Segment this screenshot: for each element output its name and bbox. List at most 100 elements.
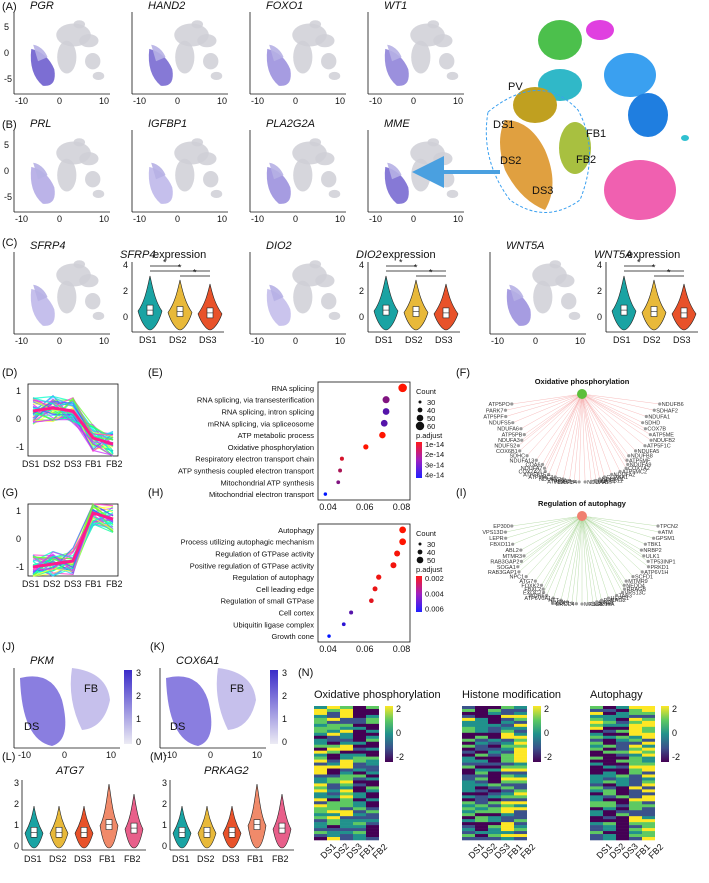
umap-ytick-1: 5 — [4, 140, 9, 150]
feature-title: COX6A1 — [176, 655, 219, 667]
heatmap-cell — [642, 813, 655, 817]
dotH-dot — [372, 586, 378, 592]
heatmap-cell — [514, 798, 527, 802]
trendG-frame — [27, 503, 119, 577]
netF-edge — [581, 393, 586, 482]
heatmap-cell — [366, 747, 379, 751]
heatmap-cell — [353, 795, 366, 799]
netI-gene-node — [656, 524, 660, 528]
heatmap-cell — [314, 738, 327, 743]
violin-xlabel: FB2 — [124, 854, 141, 864]
heatmap-cell — [475, 837, 488, 841]
netF-edge — [545, 393, 583, 472]
violin-c-ds3 — [671, 283, 697, 331]
heatmap-cell — [340, 717, 353, 722]
dotE-term: Oxidative phosphorylation — [228, 443, 314, 452]
umap-foxo1-xtick: 10 — [335, 96, 345, 106]
violin-ytick: 3 — [162, 778, 167, 788]
heatmap-cell — [603, 825, 616, 829]
umap-wt1-xtick: 10 — [453, 96, 463, 106]
heatmap-cell — [642, 783, 655, 787]
heatmap-cell — [366, 753, 379, 757]
heatmap-cell — [366, 837, 379, 841]
heatmap-title: Autophagy — [590, 689, 643, 701]
heatmap-cell — [642, 825, 655, 829]
netF-gene-label: COX7A2L — [518, 470, 543, 476]
heatmap-cell — [590, 717, 603, 722]
netI-gene-label: HERC1 — [610, 596, 629, 602]
heatmap-colorbar — [661, 706, 669, 762]
heatmap-cell — [501, 735, 514, 740]
heatmap-cell — [340, 747, 353, 751]
heatmap-cell — [327, 831, 340, 835]
heatmap-cell — [488, 741, 501, 746]
row-c-violins: SFRP4 -10 0 10 DIO2 -10 0 10 WNT5A -10 0 10 SFRP4 ex… — [13, 240, 698, 346]
heatmap-cell — [366, 771, 379, 775]
umap-c-dio2-xtick: -10 — [251, 336, 264, 346]
violin-c-xlabel: DS2 — [643, 335, 661, 345]
dotE-legend-padj-title: p.adjust — [416, 431, 443, 440]
heatmap-cell — [366, 741, 379, 746]
netF-hub — [577, 389, 587, 399]
overview-label-fb2: FB2 — [576, 154, 596, 166]
heatmap-cell — [642, 768, 655, 772]
umap-mme-expression-light — [387, 162, 402, 180]
netF-gene-node — [534, 458, 538, 462]
feature-cbar-tick: 3 — [282, 668, 287, 678]
dotH-term: Growth cone — [271, 632, 314, 641]
heatmap-cell — [327, 798, 340, 802]
heatmap-cell — [603, 819, 616, 823]
heatmap-cell — [366, 706, 379, 710]
heatmap-cell — [327, 729, 340, 734]
heatmap-cell — [327, 744, 340, 748]
heatmap-cell — [616, 819, 629, 823]
heatmap-cell — [514, 828, 527, 832]
heatmap-cell — [514, 810, 527, 814]
heatmap-cell — [514, 756, 527, 760]
heatmap-cell — [462, 762, 475, 766]
heatmap-cell — [462, 706, 475, 710]
umap-prl-cloud — [85, 171, 101, 188]
heatmap-cell — [488, 810, 501, 814]
netF-gene-label: NDUFB6 — [662, 402, 684, 408]
dotE-legend-count: 40 — [427, 406, 435, 415]
netI-gene-node — [565, 600, 569, 604]
heatmap-cell — [616, 726, 629, 731]
heatmap-cell — [590, 759, 603, 763]
violin-ytick: 0 — [14, 841, 19, 851]
heatmap-cell — [603, 741, 616, 746]
violin-xlabel: FB1 — [247, 854, 264, 864]
umap-hand2-expression — [148, 48, 173, 86]
umap-prl: PRL -10 0 10 — [13, 118, 110, 224]
heatmap-0: Oxidative phosphorylationDS1DS2DS3FB1FB2… — [314, 689, 441, 861]
heatmap-cell — [514, 834, 527, 838]
heatmap-cell — [366, 732, 379, 737]
heatmap-cell — [488, 786, 501, 790]
netF-gene-label: PARK7 — [486, 408, 504, 414]
netI-gene-label: ATM — [661, 530, 673, 536]
heatmaps-n: Oxidative phosphorylationDS1DS2DS3FB1FB2… — [314, 689, 680, 861]
netI-edge — [525, 515, 583, 577]
heatmap-cell — [462, 783, 475, 787]
overview-label-pv: PV — [508, 81, 523, 93]
dotH-legend-padj: 0.006 — [425, 605, 444, 614]
heatmap-cell — [488, 837, 501, 841]
heatmap-cell — [366, 804, 379, 808]
heatmap-cell — [353, 750, 366, 754]
netF-gene-label: COX7B — [647, 427, 666, 433]
heatmap-cell — [314, 816, 327, 820]
heatmap-cell — [340, 759, 353, 763]
heatmap-cell — [475, 831, 488, 835]
feature-xtick: 0 — [62, 750, 67, 760]
netF-edge — [511, 393, 583, 405]
heatmap-cell — [353, 765, 366, 769]
heatmap-cell — [501, 756, 514, 760]
netF-gene-label: ATP5PB — [502, 433, 523, 439]
heatmap-cell — [488, 771, 501, 775]
netF-edge — [581, 393, 605, 477]
feature-cbar-tick: 0 — [282, 737, 287, 747]
heatmap-cell — [616, 735, 629, 740]
heatmap-cell — [314, 750, 327, 754]
heatmap-cell — [353, 777, 366, 781]
umap-c-wnt5a-xtick: -10 — [491, 336, 504, 346]
